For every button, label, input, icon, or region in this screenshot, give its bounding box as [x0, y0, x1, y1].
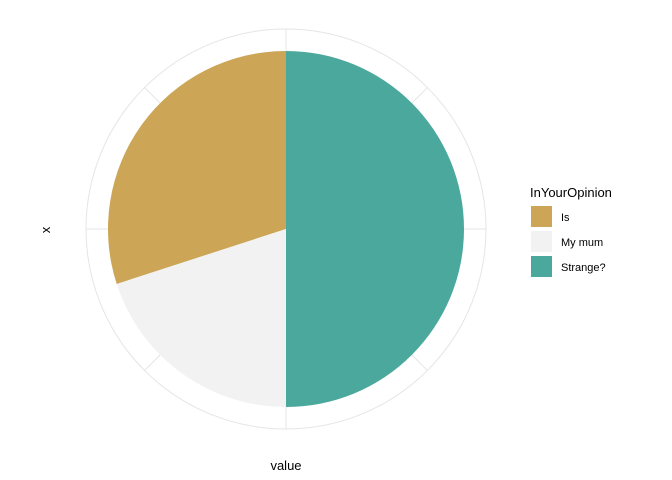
grid-spoke — [144, 354, 161, 371]
pie-slice-my-mum — [116, 229, 286, 407]
legend: InYourOpinion Is My mum Strange? — [530, 185, 612, 277]
legend-label-2: Strange? — [561, 262, 606, 274]
grid-spoke — [411, 87, 428, 104]
polar-grid — [85, 28, 487, 430]
grid-spoke — [411, 354, 428, 371]
legend-key-1 — [531, 231, 552, 252]
grid-spoke — [144, 87, 161, 104]
legend-key-2 — [531, 256, 552, 277]
legend-label-0: Is — [561, 212, 570, 224]
legend-label-1: My mum — [561, 237, 603, 249]
legend-key-0 — [531, 206, 552, 227]
pie-slices — [108, 51, 464, 407]
legend-title: InYourOpinion — [530, 185, 612, 200]
pie-slice-strange — [286, 51, 464, 407]
y-axis-title: x — [38, 226, 53, 233]
x-axis-title: value — [270, 458, 301, 473]
pie-slice-is — [108, 51, 287, 285]
